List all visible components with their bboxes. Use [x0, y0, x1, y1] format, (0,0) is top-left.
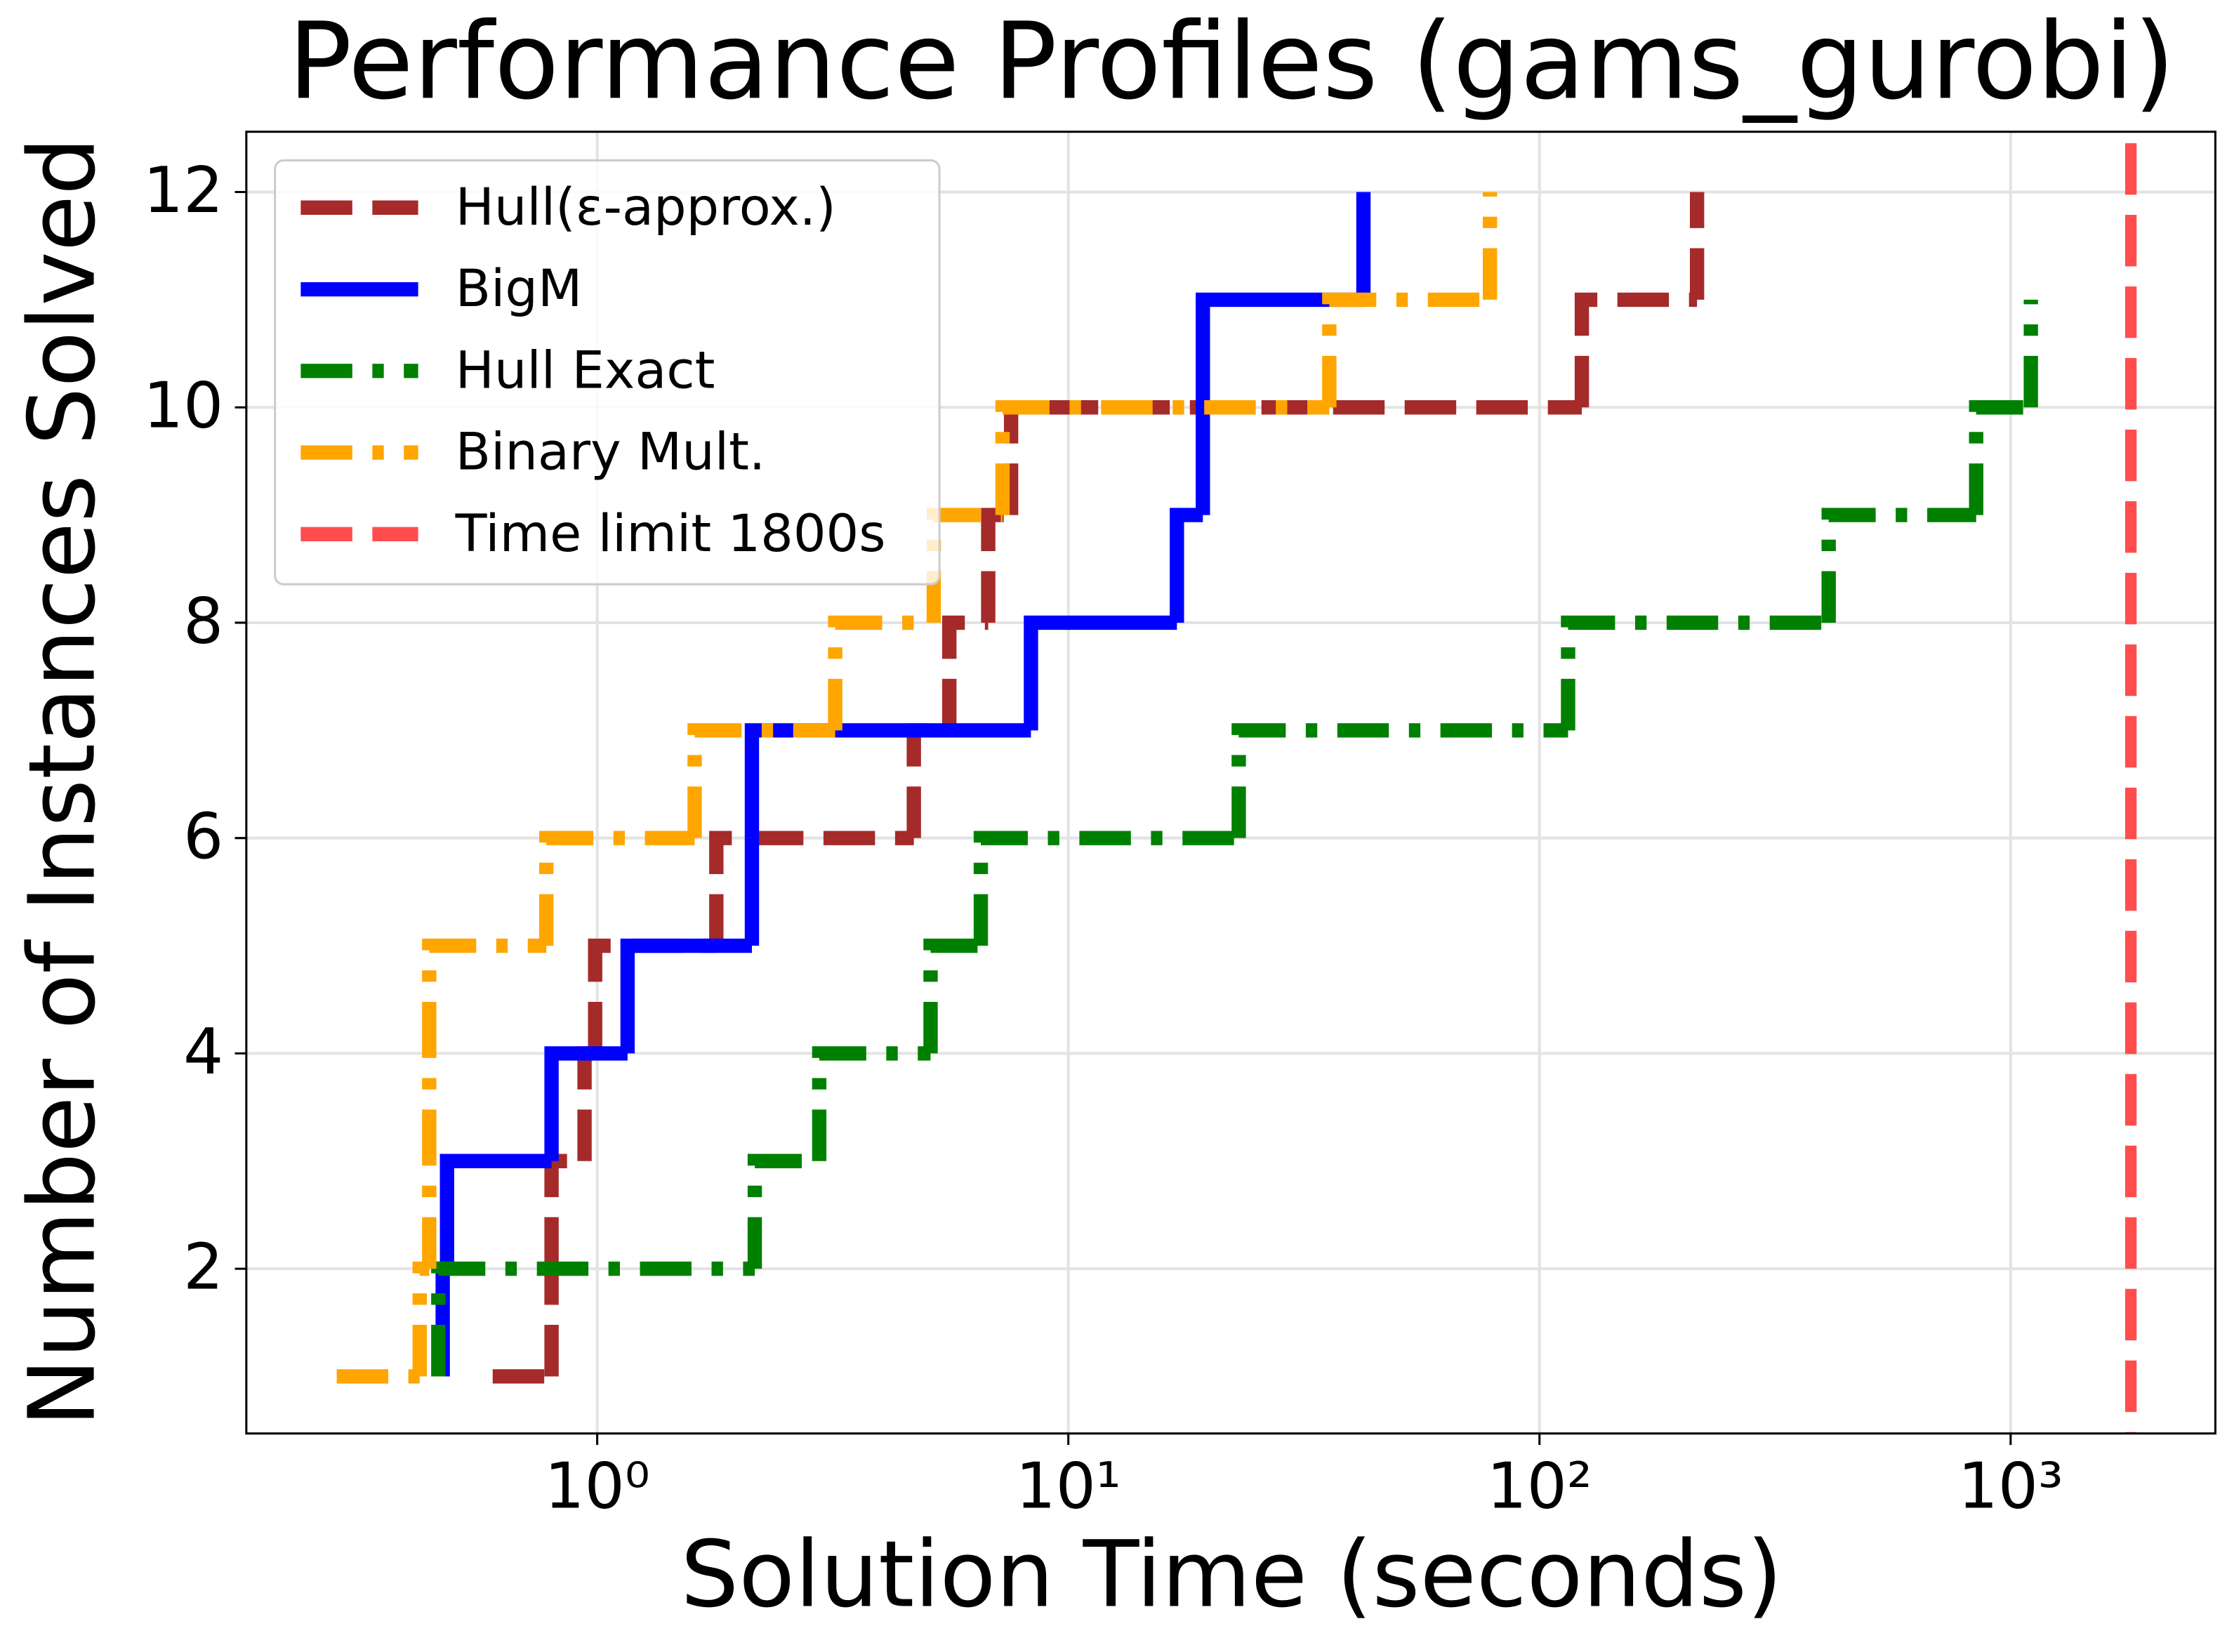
- chart-title: Performance Profiles (gams_gurobi): [288, 0, 2175, 123]
- step-segment: [687, 723, 835, 838]
- step-segment: [1322, 292, 1491, 408]
- step-segment: [923, 938, 981, 1054]
- step-segment: [1024, 615, 1177, 731]
- legend-box: [274, 159, 941, 586]
- x-tick-label: 10¹: [1016, 1451, 1121, 1524]
- series-line: [431, 299, 2038, 1377]
- step-segment: [709, 831, 914, 946]
- step-segment: [1003, 400, 1582, 515]
- legend-label: Binary Mult.: [456, 423, 766, 482]
- step-segment: [412, 1261, 430, 1377]
- step-segment: [439, 1154, 552, 1269]
- x-tick-label: 10⁰: [545, 1451, 650, 1524]
- step-segment: [1574, 292, 1698, 408]
- step-segment: [1170, 508, 1203, 623]
- step-segment: [588, 938, 717, 1054]
- step-segment: [431, 1261, 755, 1377]
- plot-frame: [245, 131, 2216, 1435]
- step-segment: [828, 615, 934, 731]
- step-segment: [812, 1046, 931, 1161]
- y-tick-label: 12: [143, 154, 223, 227]
- x-tick-label: 10³: [1958, 1451, 2063, 1524]
- legend-label: Hull Exact: [456, 341, 715, 400]
- step-segment: [1196, 292, 1364, 408]
- legend-label: Hull(ε-approx.): [456, 178, 836, 237]
- y-axis-label: Number of Instances Solved: [9, 137, 116, 1427]
- step-segment: [1821, 508, 1976, 623]
- step-segment: [941, 615, 989, 731]
- y-tick-label: 10: [143, 370, 223, 443]
- y-tick-label: 8: [183, 585, 223, 658]
- step-segment: [973, 831, 1239, 946]
- x-axis-label: Solution Time (seconds): [680, 1521, 1783, 1627]
- step-segment: [422, 938, 547, 1054]
- step-segment: [747, 1154, 819, 1269]
- step-segment: [620, 938, 752, 1054]
- step-segment: [981, 508, 1012, 623]
- step-segment: [906, 723, 950, 838]
- step-segment: [577, 1046, 595, 1161]
- step-segment: [544, 1154, 585, 1269]
- y-tick-label: 4: [183, 1016, 223, 1089]
- step-segment: [1231, 723, 1568, 838]
- step-segment: [539, 831, 695, 946]
- y-tick-label: 2: [183, 1231, 223, 1304]
- x-tick-label: 10²: [1487, 1451, 1592, 1524]
- step-segment: [1561, 615, 1829, 731]
- legend-label: BigM: [456, 259, 583, 319]
- step-segment: [995, 400, 1330, 515]
- step-segment: [744, 723, 1031, 838]
- step-segment: [1969, 400, 2031, 515]
- y-tick-label: 6: [183, 800, 223, 873]
- legend-label: Time limit 1800s: [455, 504, 886, 564]
- step-segment: [544, 1046, 628, 1161]
